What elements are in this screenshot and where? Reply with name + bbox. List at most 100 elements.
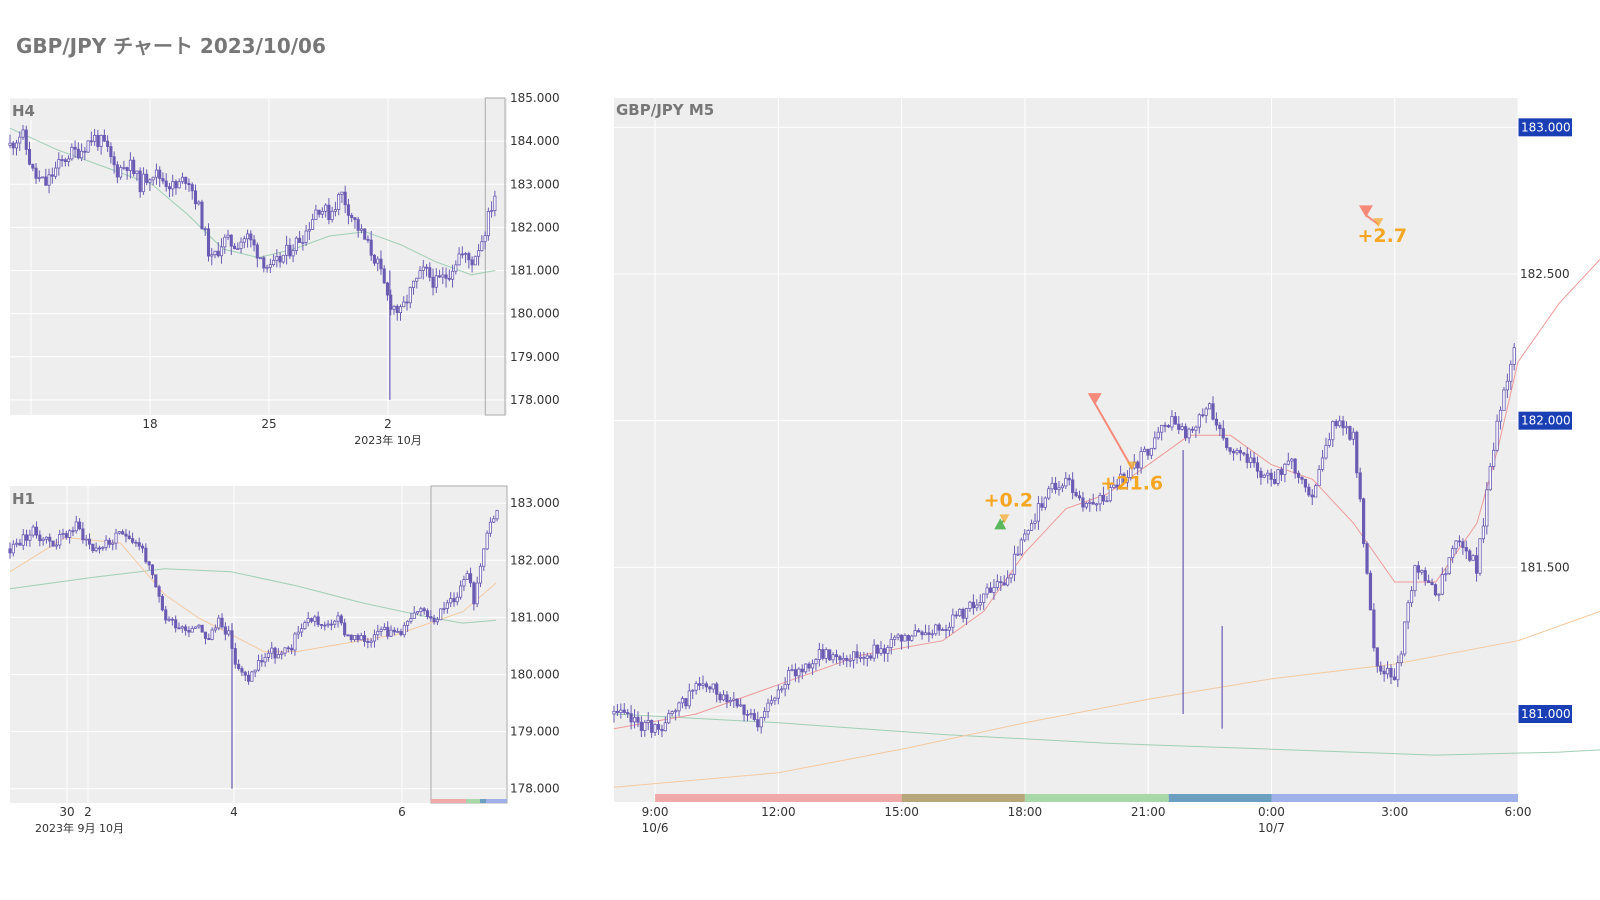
candle-body <box>961 608 965 619</box>
candle-body <box>250 671 254 682</box>
candle-body <box>223 626 227 635</box>
candle-body <box>1505 380 1509 391</box>
candle-body <box>112 156 116 166</box>
candle-body <box>343 191 347 206</box>
m5-x-tick-label: 21:00 <box>1131 805 1166 819</box>
candle-body <box>71 530 75 533</box>
candle-body <box>359 228 363 231</box>
candle-body <box>1293 458 1297 474</box>
candle-body <box>1392 676 1397 681</box>
candle-body <box>454 264 458 272</box>
candle-body <box>119 167 123 178</box>
candle-body <box>1146 448 1150 456</box>
candle-body <box>28 534 32 541</box>
candle-body <box>200 201 204 230</box>
candle-body <box>488 521 492 534</box>
candle-body <box>1074 492 1078 497</box>
candle-body <box>81 528 85 541</box>
candle-body <box>164 609 168 621</box>
candle-body <box>180 626 184 629</box>
candle-body <box>1228 447 1232 452</box>
m5-x-tick-label: 15:00 <box>884 805 919 819</box>
candle-body <box>1341 420 1345 429</box>
candle-body <box>899 634 904 642</box>
candle-body <box>1163 424 1167 427</box>
candle-body <box>131 538 135 543</box>
candle-body <box>930 633 934 636</box>
candle-body <box>769 700 774 704</box>
candle-body <box>237 663 241 669</box>
candle-body <box>233 648 237 665</box>
candle-body <box>422 608 426 612</box>
candle-body <box>810 663 815 669</box>
candle-body <box>667 713 671 724</box>
candle-body <box>270 647 274 654</box>
candle-body <box>240 668 244 673</box>
candle-body <box>1053 482 1058 491</box>
candle-body <box>1180 426 1184 430</box>
candle-body <box>445 602 449 609</box>
candle-body <box>1266 472 1270 476</box>
candle-body <box>316 616 320 625</box>
candle-body <box>460 253 464 256</box>
candle-body <box>160 595 164 611</box>
candle-body <box>41 176 45 179</box>
candle-body <box>1067 477 1071 481</box>
candle-body <box>333 209 337 212</box>
candle-body <box>1365 543 1369 574</box>
candle-body <box>903 635 907 642</box>
candle-body <box>346 204 350 216</box>
candle-body <box>1481 525 1486 540</box>
candle-body <box>104 539 108 548</box>
h4-x-sublabel: 2023年 10月 <box>354 433 422 447</box>
candle-body <box>1245 453 1249 463</box>
candle-body <box>286 647 290 650</box>
candle-body <box>1139 451 1143 469</box>
candle-body <box>985 587 989 595</box>
candle-body <box>865 655 869 659</box>
candle-body <box>1016 553 1020 556</box>
candle-body <box>480 241 484 252</box>
candle-body <box>457 253 461 266</box>
candle-body <box>18 542 22 546</box>
h1-chart-title: H1 <box>12 490 35 508</box>
candle-body <box>711 683 715 690</box>
candle-body <box>193 190 198 205</box>
candle-body <box>161 178 165 182</box>
candle-body <box>421 266 425 271</box>
candle-body <box>964 608 969 619</box>
candle-body <box>73 146 77 150</box>
candle-body <box>242 238 246 243</box>
candle-body <box>296 631 300 635</box>
candle-body <box>1389 667 1393 678</box>
candle-body <box>275 256 279 261</box>
candle-body <box>1406 602 1410 623</box>
candle-body <box>988 587 993 593</box>
candle-body <box>276 653 280 659</box>
candle-body <box>83 150 87 153</box>
candle-body <box>1060 485 1064 489</box>
candle-body <box>272 259 276 265</box>
candle-body <box>1409 590 1414 604</box>
candle-body <box>256 660 261 671</box>
candle-body <box>735 698 739 707</box>
candle-body <box>1334 420 1338 427</box>
candle-body <box>834 654 839 658</box>
candle-body <box>359 635 363 641</box>
m5-y-tick-label: 181.500 <box>1520 560 1570 574</box>
candle-body <box>1286 460 1290 465</box>
candle-body <box>41 538 45 542</box>
candle-body <box>366 238 370 241</box>
candle-body <box>93 135 97 142</box>
candle-body <box>27 148 32 165</box>
candle-body <box>1036 503 1041 522</box>
candle-body <box>434 275 438 288</box>
candle-body <box>1423 570 1427 582</box>
candle-body <box>227 630 231 635</box>
candle-body <box>141 173 145 193</box>
candle-body <box>739 704 743 707</box>
candle-body <box>838 656 842 661</box>
candle-body <box>752 713 756 721</box>
candle-body <box>1091 501 1095 505</box>
candle-body <box>674 710 678 713</box>
